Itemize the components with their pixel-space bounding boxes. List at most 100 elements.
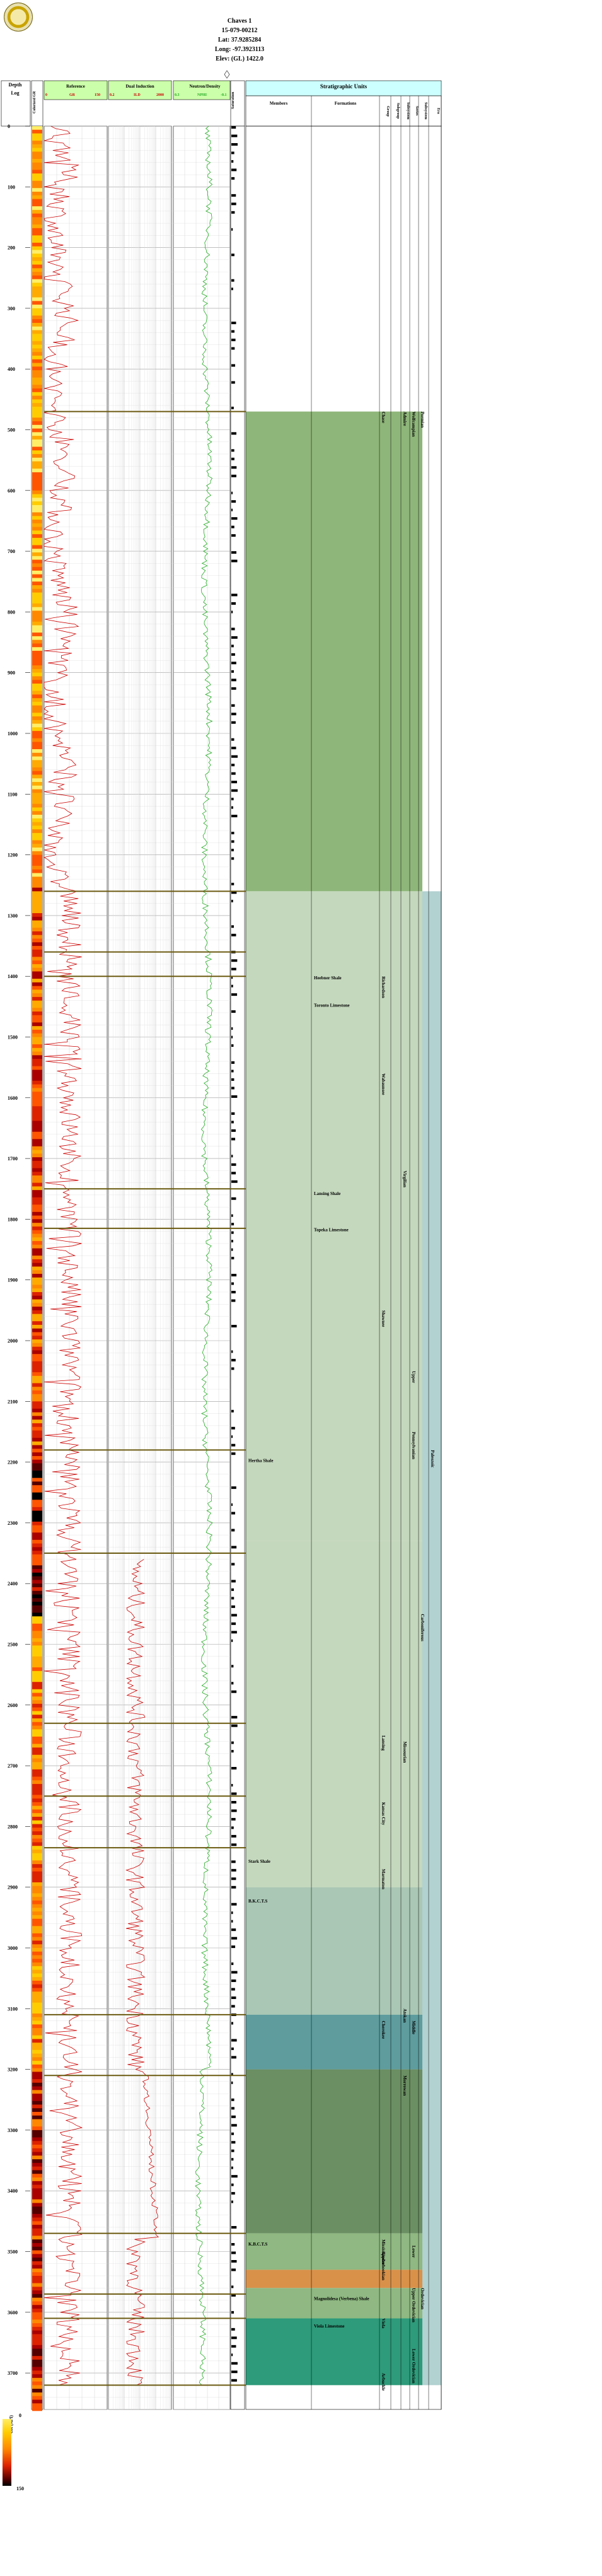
saturation-mark [231, 2073, 233, 2076]
gr-color-band [32, 326, 42, 331]
saturation-mark [231, 1860, 236, 1863]
saturation-mark [231, 1324, 237, 1327]
gr-color-band [32, 399, 42, 404]
gr-color-band [32, 636, 42, 641]
gr-color-band [32, 2177, 42, 2182]
saturation-mark [231, 1027, 233, 1030]
gr-color-band [32, 301, 42, 305]
system-label: Permian [420, 412, 425, 428]
gr-color-band [32, 1693, 42, 1697]
gr-color-band [32, 1926, 42, 1930]
saturation-mark [231, 525, 234, 528]
gr-color-band [32, 749, 42, 754]
gr-color-band [32, 1795, 42, 1799]
subgroup-label: Missourian [402, 1742, 407, 1763]
gr-color-band [32, 1736, 42, 1741]
gr-color-band [32, 2152, 42, 2156]
gr-color-band [32, 501, 42, 506]
gr-color-band [32, 931, 42, 936]
gr-color-band [32, 880, 42, 885]
gr-color-band [32, 512, 42, 516]
series-label: Lower [411, 2246, 416, 2258]
gr-color-band [32, 1430, 42, 1435]
gr-color-band [32, 960, 42, 965]
strat-unit-block [246, 1541, 422, 1887]
depth-header-box [1, 80, 31, 127]
gr-color-band [32, 883, 42, 889]
gr-color-band [32, 344, 42, 349]
gr-color-band [32, 563, 42, 568]
gr-color-band [32, 2049, 42, 2054]
well-elev: Elev: (GL) 1422.0 [216, 55, 263, 62]
gr-color-band [32, 1816, 42, 1821]
saturation-mark [231, 2047, 234, 2050]
well-api: 15-079-00212 [221, 27, 258, 34]
saturation-mark [231, 168, 237, 172]
strat-unit-block [246, 2014, 422, 2070]
gr-color-band [32, 323, 42, 327]
gr-color-band [32, 745, 42, 750]
gr-color-band [32, 1802, 42, 1807]
gr-color-band [32, 180, 42, 185]
gr-color-band [32, 2319, 42, 2324]
depth-tick-label: 1600 [8, 1095, 18, 1101]
gr-color-band [32, 1995, 42, 2000]
gr-color-band [32, 2290, 42, 2295]
gr-color-band [32, 1022, 42, 1027]
gr-color-band [32, 1047, 42, 1052]
saturation-mark [231, 1885, 236, 1889]
gr-color-band [32, 1128, 42, 1133]
gr-color-band [32, 1598, 42, 1602]
gr-color-band [32, 2174, 42, 2178]
gr-color-band [32, 363, 42, 367]
saturation-mark [231, 1529, 235, 1532]
saturation-mark [231, 177, 235, 180]
saturation-mark [231, 1223, 234, 1226]
strat-column-header: Subgroup [396, 103, 400, 119]
strat-column-header: Group [386, 105, 390, 117]
gr-color-band [32, 1904, 42, 1908]
gr-color-band [32, 2064, 42, 2069]
gr-color-band [32, 811, 42, 815]
neutron-header-box [173, 80, 231, 100]
gr-color-band [32, 898, 42, 903]
gr-color-band [32, 1223, 42, 1227]
gr-color-band [32, 1831, 42, 1836]
depth-tick-label: 700 [8, 549, 15, 554]
gr-color-band [32, 709, 42, 713]
gr-color-band [32, 148, 42, 152]
well-name: Chaves 1 [227, 18, 252, 25]
gr-color-band [32, 1510, 42, 1515]
saturation-mark [231, 687, 236, 690]
gr-color-band [32, 290, 42, 294]
gr-color-band [32, 2112, 42, 2116]
gr-color-band [32, 585, 42, 590]
gr-color-band [32, 1813, 42, 1817]
gr-color-band [32, 312, 42, 316]
gr-color-band [32, 523, 42, 528]
gr-color-band [32, 475, 42, 480]
members-column-title: Members [269, 101, 288, 106]
gr-color-band [32, 2133, 42, 2138]
gr-color-band [32, 373, 42, 378]
gr-color-band [32, 1113, 42, 1118]
gr-color-band [32, 913, 42, 918]
gr-color-band [32, 578, 42, 582]
gr-color-band [32, 2108, 42, 2113]
saturation-mark [231, 1486, 236, 1489]
gr-color-band [32, 680, 42, 684]
gr-color-band [32, 260, 42, 265]
strat-unit-block [246, 411, 422, 892]
saturation-mark [231, 2192, 235, 2195]
gr-color-band [32, 1805, 42, 1810]
saturation-mark [231, 1367, 234, 1370]
gr-color-band [32, 1368, 42, 1373]
member-label: Hertha Shale [248, 1459, 273, 1464]
saturation-track-frame [230, 125, 245, 2410]
gr-color-band [32, 2326, 42, 2331]
strat-unit-block [246, 1887, 422, 2015]
gr-color-band [32, 1569, 42, 1573]
saturation-mark [231, 1155, 233, 1158]
gr-color-band [32, 1911, 42, 1916]
gr-color-band [32, 1856, 42, 1861]
